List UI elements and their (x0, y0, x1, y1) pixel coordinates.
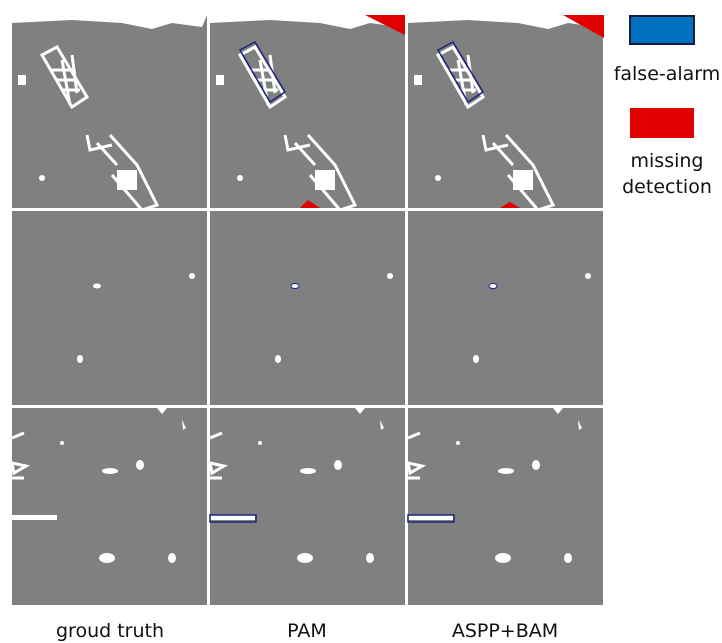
column-label: ASPP+BAM (452, 620, 558, 642)
missing-detection-swatch (630, 108, 694, 138)
column-label: PAM (287, 620, 327, 642)
false-alarm-swatch (630, 16, 694, 44)
legend-label: missing (631, 150, 704, 172)
column-label: groud truth (56, 620, 164, 642)
image-grid (12, 15, 604, 605)
legend-label: false-alarm (614, 63, 721, 85)
figure: false-alarm missing detection groud trut… (0, 0, 722, 643)
page: {"columns": ["groud truth", "PAM", "ASPP… (0, 0, 722, 643)
legend-label: detection (622, 176, 712, 198)
